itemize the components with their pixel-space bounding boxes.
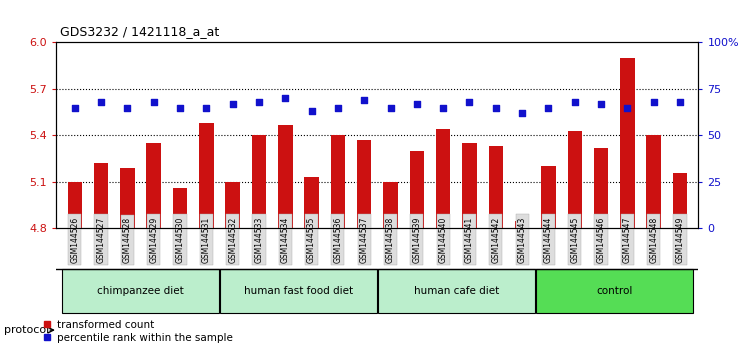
Text: GSM144545: GSM144545 bbox=[570, 216, 579, 263]
Bar bbox=[357, 140, 372, 228]
Bar bbox=[535, 268, 692, 313]
Point bbox=[516, 110, 528, 116]
Point bbox=[621, 105, 633, 110]
Bar bbox=[383, 182, 398, 228]
Bar bbox=[541, 166, 556, 228]
Point bbox=[490, 105, 502, 110]
Point bbox=[201, 105, 213, 110]
Text: GSM144537: GSM144537 bbox=[360, 216, 369, 263]
Bar bbox=[199, 123, 213, 228]
Bar bbox=[673, 172, 687, 228]
Bar bbox=[304, 177, 319, 228]
Text: GSM144534: GSM144534 bbox=[281, 216, 290, 263]
Point bbox=[647, 99, 659, 105]
Point bbox=[227, 101, 239, 107]
Bar bbox=[594, 148, 608, 228]
Point bbox=[95, 99, 107, 105]
Text: GSM144544: GSM144544 bbox=[544, 216, 553, 263]
Bar bbox=[330, 135, 345, 228]
Point bbox=[463, 99, 475, 105]
Point bbox=[306, 108, 318, 114]
Text: chimpanzee diet: chimpanzee diet bbox=[97, 286, 184, 296]
Text: GSM144538: GSM144538 bbox=[386, 217, 395, 263]
Text: GSM144529: GSM144529 bbox=[149, 217, 158, 263]
Bar bbox=[120, 168, 134, 228]
Text: GSM144536: GSM144536 bbox=[333, 216, 342, 263]
Text: human fast food diet: human fast food diet bbox=[244, 286, 353, 296]
Text: GSM144541: GSM144541 bbox=[465, 217, 474, 263]
Point bbox=[595, 101, 607, 107]
Text: GSM144530: GSM144530 bbox=[176, 216, 185, 263]
Text: GSM144549: GSM144549 bbox=[675, 216, 684, 263]
Bar bbox=[173, 188, 187, 228]
Point bbox=[279, 96, 291, 101]
Text: GSM144539: GSM144539 bbox=[412, 216, 421, 263]
Bar bbox=[225, 182, 240, 228]
Bar bbox=[278, 125, 292, 228]
Bar bbox=[620, 58, 635, 228]
Text: GDS3232 / 1421118_a_at: GDS3232 / 1421118_a_at bbox=[60, 25, 219, 38]
Text: GSM144533: GSM144533 bbox=[255, 216, 264, 263]
Bar bbox=[568, 131, 582, 228]
Point bbox=[385, 105, 397, 110]
Text: GSM144542: GSM144542 bbox=[491, 217, 500, 263]
Text: control: control bbox=[596, 286, 632, 296]
Point bbox=[674, 99, 686, 105]
Point bbox=[411, 101, 423, 107]
Bar bbox=[146, 143, 161, 228]
Bar bbox=[62, 268, 219, 313]
Bar bbox=[220, 268, 377, 313]
Bar bbox=[409, 151, 424, 228]
Point bbox=[174, 105, 186, 110]
Point bbox=[332, 105, 344, 110]
Point bbox=[148, 99, 160, 105]
Bar bbox=[252, 135, 266, 228]
Point bbox=[569, 99, 581, 105]
Text: GSM144540: GSM144540 bbox=[439, 216, 448, 263]
Text: GSM144527: GSM144527 bbox=[97, 217, 106, 263]
Text: GSM144548: GSM144548 bbox=[649, 217, 658, 263]
Bar bbox=[68, 182, 82, 228]
Text: GSM144546: GSM144546 bbox=[596, 216, 605, 263]
Text: GSM144547: GSM144547 bbox=[623, 216, 632, 263]
Bar bbox=[436, 129, 451, 228]
Text: GSM144543: GSM144543 bbox=[517, 216, 526, 263]
Text: GSM144528: GSM144528 bbox=[123, 217, 132, 263]
Text: GSM144526: GSM144526 bbox=[71, 217, 80, 263]
Text: GSM144531: GSM144531 bbox=[202, 217, 211, 263]
Point bbox=[358, 97, 370, 103]
Legend: transformed count, percentile rank within the sample: transformed count, percentile rank withi… bbox=[39, 315, 237, 347]
Text: protocol: protocol bbox=[4, 325, 49, 335]
Text: human cafe diet: human cafe diet bbox=[414, 286, 499, 296]
Point bbox=[69, 105, 81, 110]
Point bbox=[542, 105, 554, 110]
Point bbox=[437, 105, 449, 110]
Bar bbox=[378, 268, 535, 313]
Text: GSM144535: GSM144535 bbox=[307, 216, 316, 263]
Bar bbox=[94, 163, 108, 228]
Bar bbox=[515, 221, 529, 228]
Bar bbox=[489, 146, 503, 228]
Point bbox=[253, 99, 265, 105]
Point bbox=[122, 105, 134, 110]
Text: GSM144532: GSM144532 bbox=[228, 217, 237, 263]
Bar bbox=[647, 135, 661, 228]
Bar bbox=[463, 143, 477, 228]
